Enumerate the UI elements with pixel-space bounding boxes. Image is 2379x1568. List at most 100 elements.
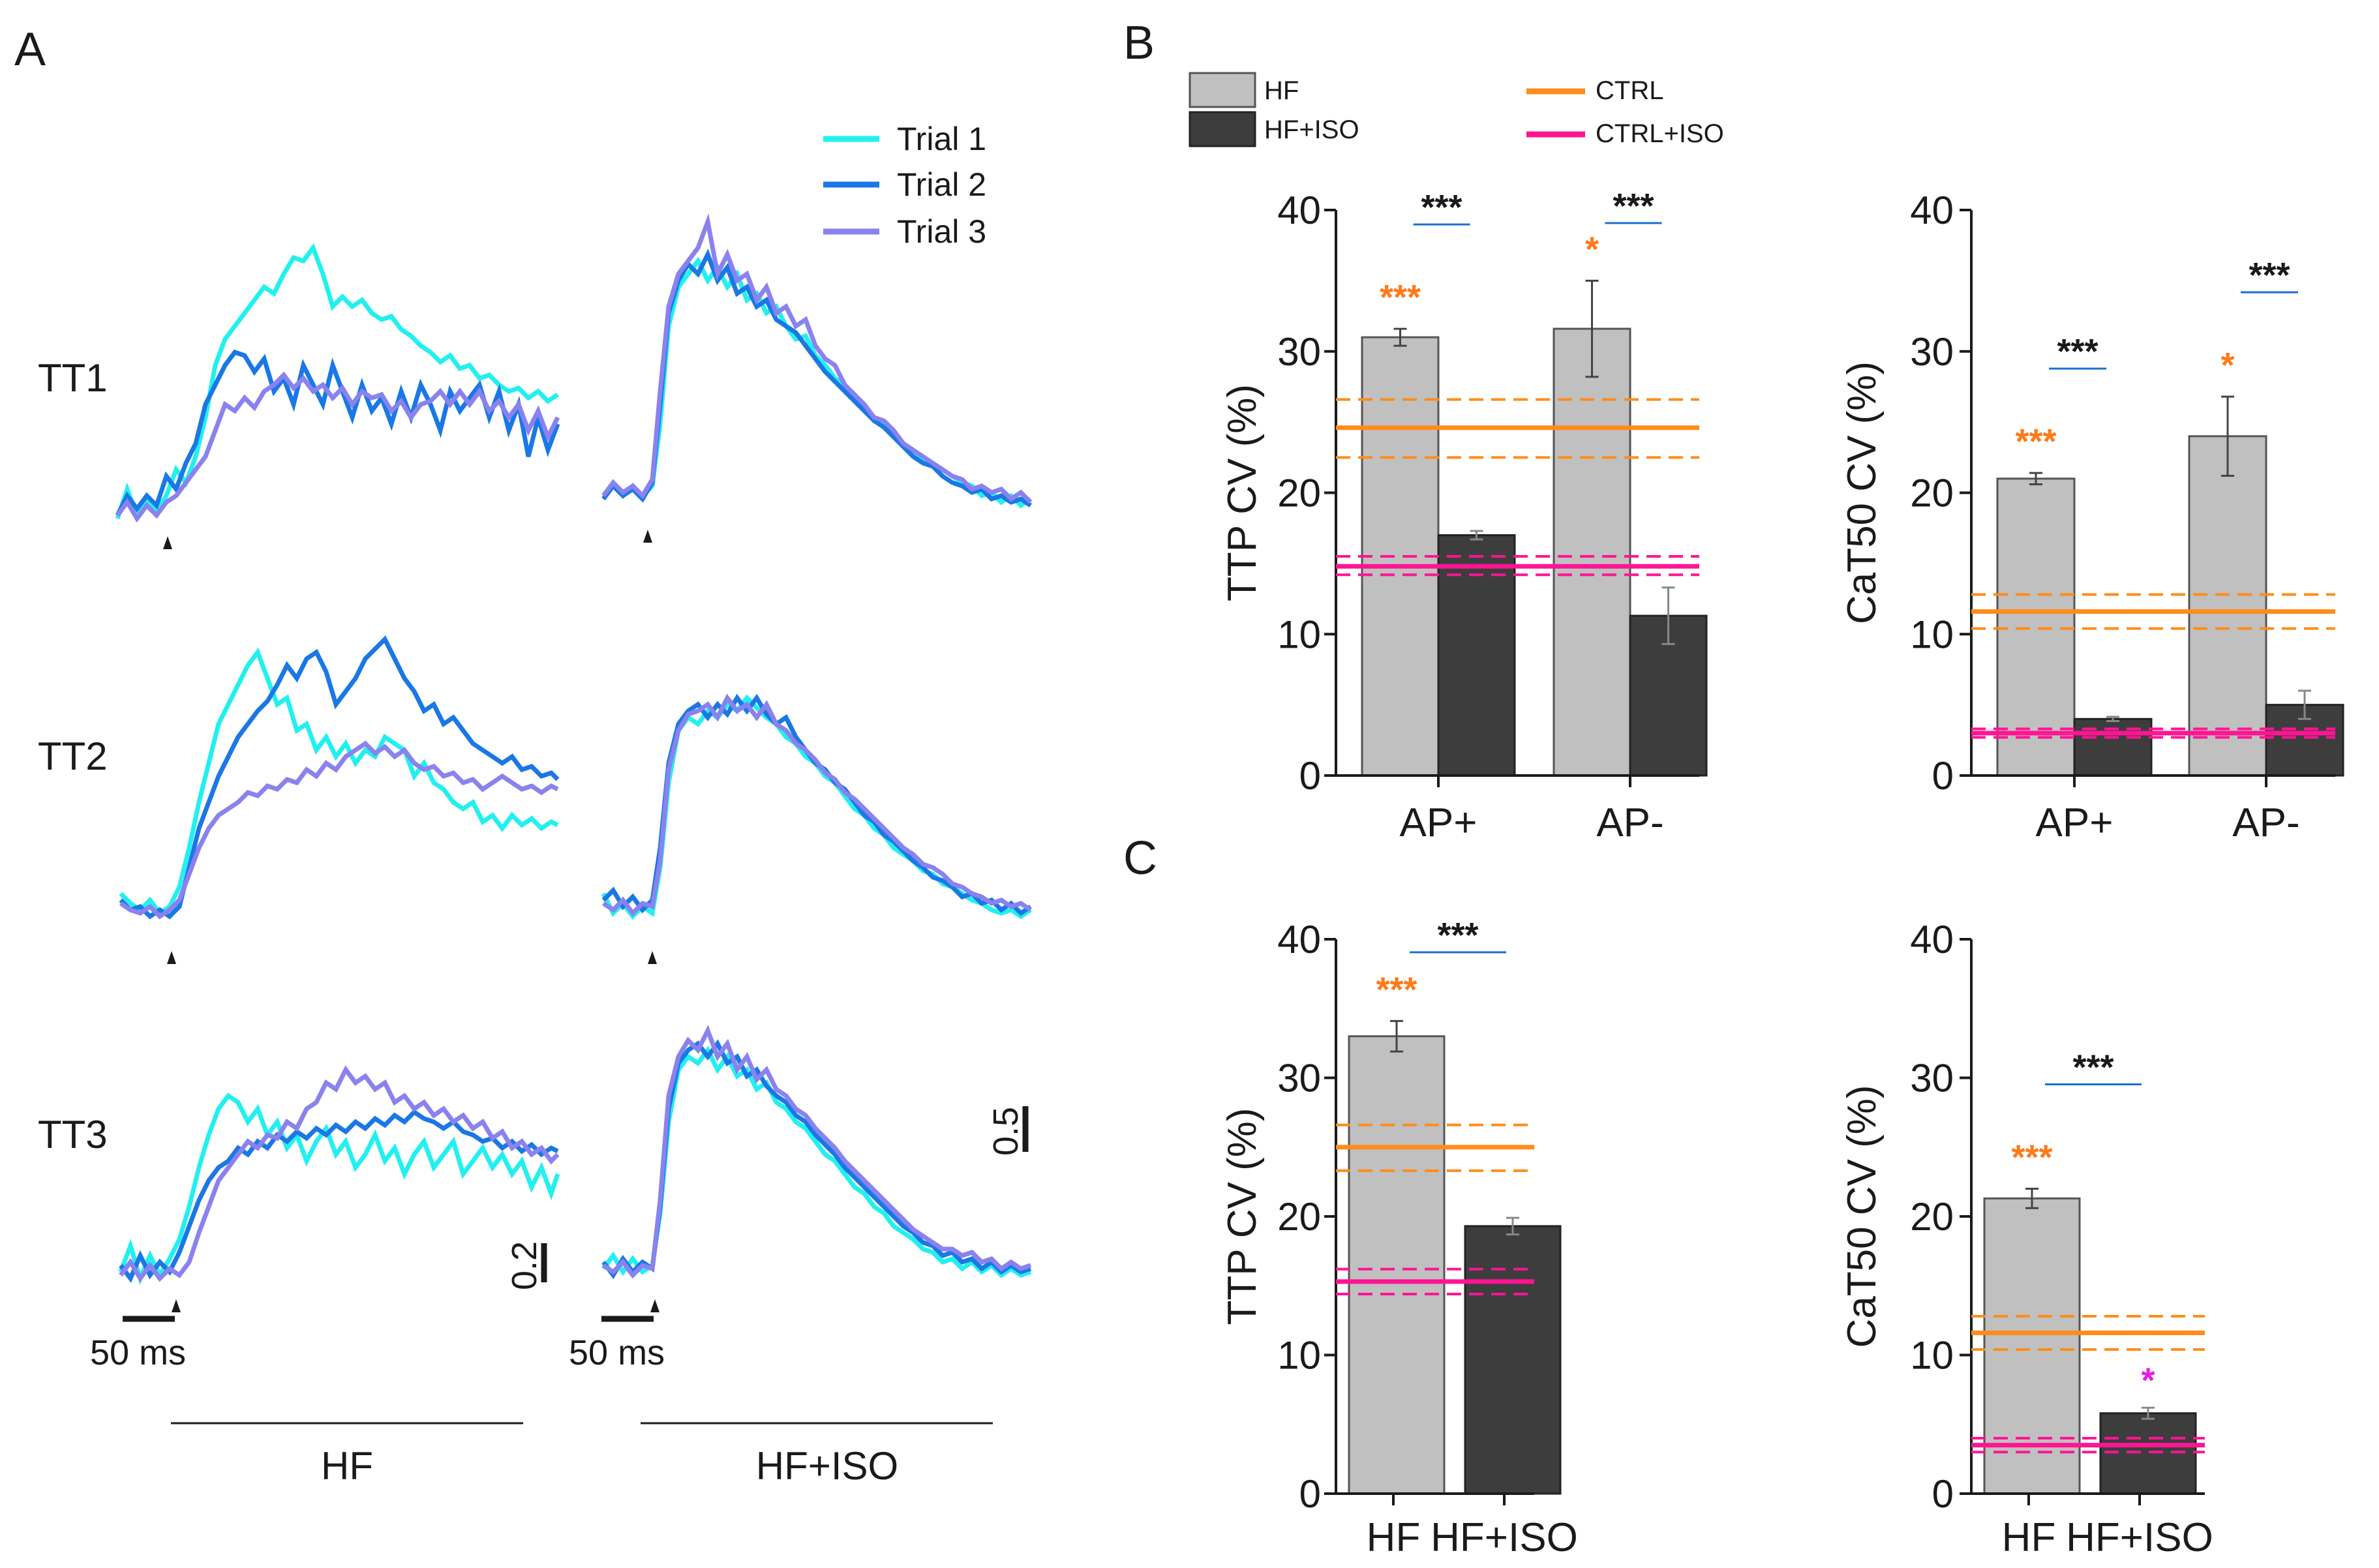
trial-legend: Trial 1 Trial 2 Trial 3 [823, 121, 986, 250]
group-label-hf: HF [321, 1444, 373, 1488]
significance-star-vs-ctrl-iso: * [2141, 1361, 2155, 1400]
significance-stars-vs-ctrl: * [1585, 230, 1599, 269]
significance-stars-hf-vs-iso: *** [2249, 256, 2290, 295]
y-tick-label: 10 [1910, 612, 1954, 656]
bar-legend: HF HF+ISO CTRL CTRL+ISO [1189, 72, 1724, 148]
trace-tt2-iso-trial-3 [602, 693, 1032, 917]
trace-tt2-iso-trial-1 [601, 694, 1032, 920]
significance-stars-vs-ctrl: *** [1376, 970, 1417, 1009]
y-tick-label: 20 [1910, 1195, 1954, 1239]
trace-tt1-iso-trial-1 [601, 256, 1032, 509]
trace-tt1-hf-trial-1 [115, 243, 559, 520]
trace-tt3-hf-trial-1 [118, 1093, 560, 1286]
chart-c-ttp-cv: 0 10 20 30 40 TTP CV (%) HF HF+ISO *** *** [1220, 916, 1578, 1560]
y-axis-label: CaT50 CV (%) [1840, 361, 1885, 624]
group-label-iso: HF+ISO [756, 1444, 898, 1488]
significance-stars-vs-ctrl: *** [2011, 1138, 2052, 1177]
trace-tt3-hf-trial-3 [119, 1065, 560, 1283]
bar-hf-iso [2073, 717, 2153, 777]
x-tick-label: AP+ [2036, 800, 2114, 845]
trace-tt3-iso-trial-2 [601, 1039, 1032, 1280]
legend-swatch-hf [1189, 72, 1256, 108]
y-axis-label: TTP CV (%) [1220, 384, 1265, 601]
significance-stars-vs-ctrl: *** [2015, 422, 2056, 461]
row-label-tt1: TT1 [38, 356, 108, 400]
trace-tt2-hf-trial-3 [119, 740, 559, 920]
y-tick-label: 30 [1910, 1057, 1954, 1100]
x-tick-label: AP- [2232, 800, 2299, 845]
y-tick-label: 20 [1277, 1195, 1321, 1239]
y-tick-label: 0 [1299, 754, 1321, 798]
y-tick-label: 0 [1299, 1472, 1321, 1516]
y-tick-label: 10 [1277, 612, 1321, 656]
stimulus-markers [163, 530, 659, 1312]
bar-hf-iso [2099, 1412, 2197, 1495]
y-tick-label: 30 [1277, 1057, 1321, 1100]
stimulus-arrow-tt2-hf [167, 951, 176, 964]
calcium-traces [115, 213, 1033, 1286]
legend-label-trial-1: Trial 1 [897, 121, 986, 157]
y-tick-label: 20 [1910, 472, 1954, 515]
trace-tt2-hf-trial-2 [119, 635, 560, 920]
significance-stars-hf-vs-iso: *** [1421, 188, 1462, 227]
y-tick-label: 40 [1910, 918, 1954, 961]
stimulus-arrow-tt3-hf [172, 1299, 181, 1312]
legend-label-ctrl: CTRL [1596, 76, 1663, 105]
legend-label-hf-iso: HF+ISO [1264, 115, 1359, 144]
significance-stars-hf-vs-iso: *** [1437, 916, 1478, 955]
significance-stars-hf-vs-iso: *** [1613, 187, 1654, 226]
y-tick-label: 30 [1910, 330, 1954, 374]
significance-stars-vs-ctrl: *** [1380, 278, 1421, 317]
bar-hf [1553, 327, 1631, 777]
stimulus-arrow-tt1-iso [643, 530, 652, 543]
bar-hf [1348, 1035, 1446, 1495]
panel-letter-c: C [1123, 832, 1157, 884]
significance-stars-hf-vs-iso: *** [2072, 1048, 2114, 1087]
trace-tt3-iso-trial-3 [602, 1025, 1032, 1279]
y-tick-label: 30 [1277, 330, 1321, 374]
row-label-tt3: TT3 [38, 1113, 108, 1156]
stimulus-arrow-tt3-iso [650, 1299, 659, 1312]
x-tick-label: HF+ISO [2066, 1515, 2213, 1560]
trace-tt1-iso-trial-3 [601, 213, 1033, 504]
legend-label-trial-3: Trial 3 [897, 213, 986, 250]
legend-label-trial-2: Trial 2 [897, 166, 986, 203]
trace-tt1-hf-trial-3 [115, 371, 560, 523]
stimulus-arrow-tt2-iso [648, 951, 657, 964]
scale-bars: 50 ms 50 ms 0.2 0.5 [90, 1106, 1029, 1372]
bar-hf [1996, 477, 2076, 777]
y-tick-label: 40 [1910, 188, 1954, 232]
bar-hf-iso [1464, 1225, 1562, 1495]
y-tick-label: 40 [1277, 188, 1321, 232]
stimulus-arrow-tt1-hf [163, 536, 172, 549]
x-tick-label: AP- [1596, 800, 1663, 845]
legend-label-ctrl-iso: CTRL+ISO [1596, 119, 1724, 148]
y-tick-label: 40 [1277, 918, 1321, 961]
x-tick-label: HF+ISO [1431, 1515, 1578, 1560]
time-scale-label-iso: 50 ms [569, 1333, 665, 1372]
y-tick-label: 20 [1277, 472, 1321, 515]
row-label-tt2: TT2 [38, 734, 108, 778]
x-tick-label: HF [2002, 1515, 2056, 1560]
trace-tt3-iso-trial-1 [601, 1046, 1032, 1278]
significance-stars-hf-vs-iso: *** [2057, 332, 2098, 371]
panel-letter-a: A [14, 23, 46, 76]
bar-hf [2188, 435, 2267, 777]
y-tick-label: 0 [1932, 1472, 1954, 1516]
trace-tt1-iso-trial-2 [601, 249, 1032, 507]
y-axis-label: TTP CV (%) [1220, 1108, 1265, 1325]
panel-letter-b: B [1123, 17, 1155, 69]
y-axis-label: CaT50 CV (%) [1840, 1085, 1885, 1348]
significance-stars-vs-ctrl: * [2220, 346, 2234, 385]
time-scale-label-hf: 50 ms [90, 1333, 186, 1372]
amp-scale-label-iso: 0.5 [986, 1107, 1025, 1156]
x-tick-label: AP+ [1400, 800, 1477, 845]
x-tick-label: HF [1367, 1515, 1421, 1560]
y-tick-label: 10 [1277, 1334, 1321, 1378]
y-tick-label: 10 [1910, 1334, 1954, 1378]
trace-tt3-hf-trial-2 [119, 1109, 559, 1283]
bar-hf-iso [1437, 534, 1516, 777]
